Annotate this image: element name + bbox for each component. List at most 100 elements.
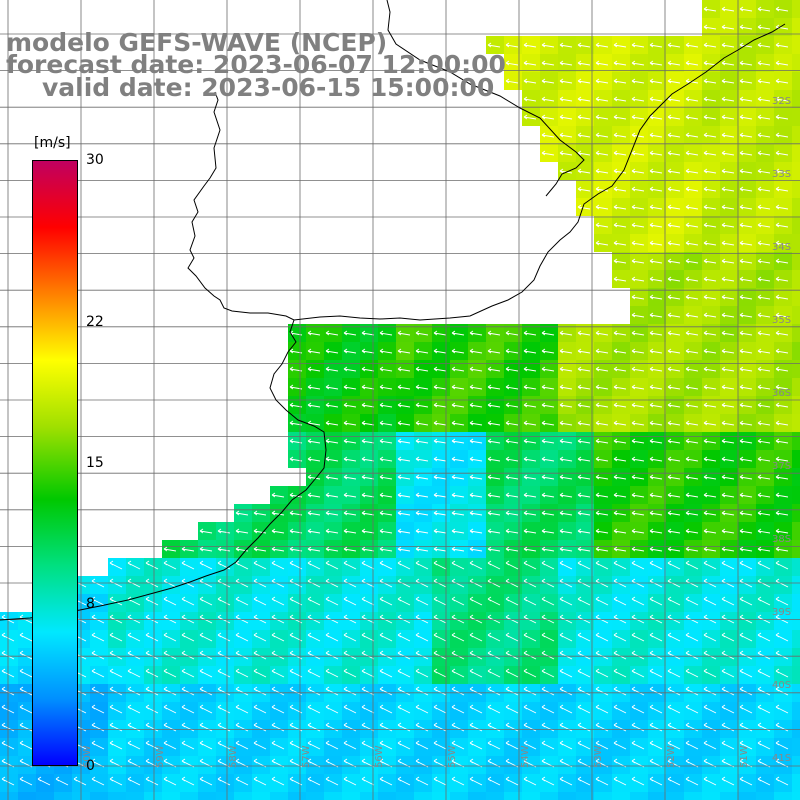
wind-arrow [541,60,555,66]
wind-arrow [451,596,465,606]
wind-arrow [541,384,555,390]
speed-cell [684,90,702,108]
wind-arrow [739,276,753,282]
speed-cell [558,414,576,432]
wind-arrow [487,632,501,642]
wind-arrow [343,632,357,642]
wind-arrow [343,456,357,462]
wind-arrow [649,96,663,102]
wind-arrow [271,560,285,570]
wind-arrow [739,560,753,570]
wind-arrow [667,258,681,264]
wind-arrow [469,740,483,750]
speed-cell [504,36,522,54]
wind-arrow [451,668,465,678]
wind-arrow [307,740,321,750]
speed-cell [486,342,504,360]
speed-cell [666,72,684,90]
speed-cell [774,0,792,18]
wind-arrow [577,632,591,642]
speed-cell [612,792,630,800]
speed-cell [414,342,432,360]
wind-arrow [397,492,411,498]
wind-arrow [613,204,627,210]
wind-arrow [631,384,645,390]
wind-arrow [775,186,789,192]
wind-arrow [145,632,159,642]
wind-arrow [433,686,447,696]
speed-cell [756,522,774,540]
wind-arrow [559,114,573,120]
speed-cell [432,468,450,486]
wind-arrow [379,492,393,498]
wind-arrow [721,222,735,228]
wind-arrow [775,632,789,642]
wind-arrow [667,420,681,426]
wind-arrow [757,740,771,750]
wind-arrow [271,492,285,498]
speed-cell [306,486,324,504]
speed-cell [738,360,756,378]
wind-arrow [451,722,465,732]
speed-cell [792,702,800,720]
wind-arrow [595,474,609,480]
speed-cell [774,288,792,306]
wind-arrow [415,668,429,678]
speed-cell [720,162,738,180]
speed-cell [522,792,540,800]
speed-cell [558,90,576,108]
wind-arrow [505,366,519,372]
wind-arrow [649,384,663,390]
speed-cell [738,288,756,306]
wind-arrow [235,528,249,534]
wind-arrow [775,204,789,210]
wind-arrow [685,668,699,678]
wind-arrow [721,132,735,138]
wind-arrow [775,78,789,84]
speed-cell [306,468,324,486]
wind-arrow [595,186,609,192]
speed-cell [684,288,702,306]
wind-arrow [361,546,375,552]
wind-arrow [739,474,753,480]
wind-arrow [451,384,465,390]
wind-arrow [541,114,555,120]
wind-arrow [523,60,537,66]
speed-cell [792,144,800,162]
speed-cell [630,234,648,252]
wind-arrow [19,740,33,750]
speed-cell [594,144,612,162]
wind-arrow [667,596,681,606]
speed-cell [468,378,486,396]
wind-arrow [631,776,645,786]
wind-arrow [559,704,573,714]
wind-arrow [109,632,123,642]
speed-cell [540,360,558,378]
wind-arrow [469,384,483,390]
wind-arrow [595,204,609,210]
wind-arrow [415,456,429,462]
wind-arrow [145,560,159,570]
wind-arrow [307,348,321,354]
wind-arrow [613,402,627,408]
wind-arrow [487,42,501,48]
speed-cell [720,108,738,126]
wind-arrow [415,776,429,786]
wind-arrow [595,222,609,228]
wind-arrow [379,420,393,426]
wind-arrow [397,348,411,354]
wind-arrow [487,614,501,624]
speed-cell [378,540,396,558]
wind-arrow [145,686,159,696]
speed-cell [468,360,486,378]
wind-arrow [433,330,447,336]
wind-arrow [631,740,645,750]
wind-arrow [775,24,789,30]
speed-cell [594,90,612,108]
wind-arrow [379,668,393,678]
wind-arrow [685,456,699,462]
wind-arrow [451,438,465,444]
wind-arrow [595,456,609,462]
speed-cell [198,540,216,558]
wind-arrow [253,560,267,570]
